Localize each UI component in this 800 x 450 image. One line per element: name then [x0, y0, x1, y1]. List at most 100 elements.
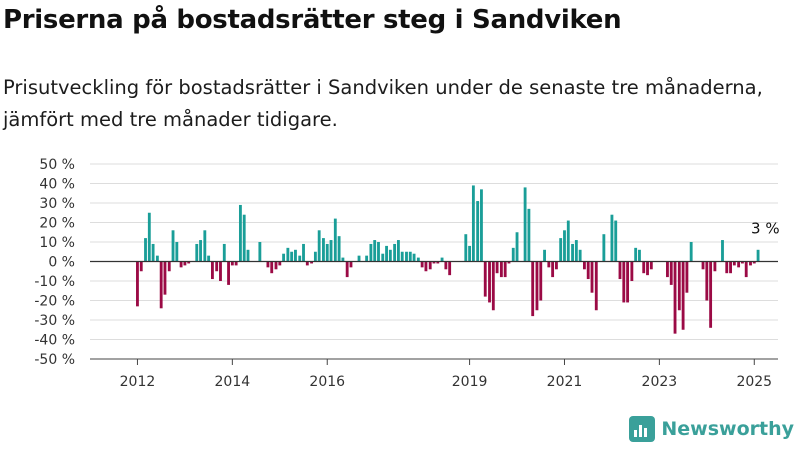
bar: [139, 261, 143, 272]
bar: [468, 245, 472, 262]
bar: [440, 257, 444, 262]
bar: [531, 261, 535, 317]
chart-subtitle: Prisutveckling för bostadsrätter i Sandv…: [3, 76, 763, 131]
bar: [341, 257, 345, 262]
bar: [369, 243, 373, 262]
bar: [270, 261, 274, 274]
bar: [669, 261, 673, 285]
bar: [681, 261, 685, 330]
bar: [400, 251, 404, 262]
bar: [559, 238, 563, 262]
bar: [373, 240, 377, 262]
bar: [571, 243, 574, 262]
bar: [535, 261, 539, 311]
bar: [436, 261, 440, 264]
bar: [147, 212, 151, 262]
bar: [349, 261, 353, 268]
bar: [752, 261, 756, 264]
bar: [732, 261, 736, 266]
y-tick-label: 10 %: [39, 235, 75, 251]
bar: [630, 261, 634, 281]
bar: [523, 187, 527, 262]
bar: [282, 253, 286, 262]
bar: [701, 261, 705, 270]
bar: [744, 261, 748, 278]
bar: [171, 230, 175, 262]
x-tick-label: 2012: [120, 374, 156, 390]
x-tick-label: 2014: [215, 374, 251, 390]
bar: [471, 185, 475, 262]
bar: [725, 261, 729, 274]
y-tick-label: 0 %: [48, 255, 75, 271]
x-tick-label: 2021: [547, 374, 583, 390]
bar: [480, 189, 483, 262]
y-tick-label: -20 %: [34, 294, 75, 310]
bar: [448, 261, 452, 276]
y-tick-label: -40 %: [34, 333, 75, 349]
x-tick-label: 2023: [642, 374, 678, 390]
bar: [756, 249, 760, 262]
y-tick-label: 40 %: [39, 177, 75, 193]
bar: [420, 261, 424, 268]
bar: [381, 253, 385, 262]
labels: 50 % 40 % 30 % 20 % 10 % 0 % -10 % -20 % -30 % -4…: [34, 157, 779, 390]
bar: [483, 261, 487, 297]
bar: [337, 236, 341, 262]
bar: [503, 261, 507, 278]
y-tick-label: -30 %: [34, 313, 75, 329]
bar: [294, 249, 297, 262]
bar: [274, 261, 278, 270]
bar: [222, 243, 226, 262]
bar: [432, 261, 436, 264]
bar: [167, 261, 171, 272]
bar: [424, 261, 428, 272]
bar: [582, 261, 586, 270]
bar: [357, 255, 361, 262]
bar: [515, 232, 519, 262]
bar: [199, 240, 202, 262]
bar: [329, 240, 333, 262]
brand-logo: Newsworthy: [629, 416, 794, 442]
bar: [377, 242, 380, 262]
bar: [385, 245, 388, 262]
x-tick-label: 2016: [309, 374, 345, 390]
bar: [175, 242, 179, 262]
bar: [412, 253, 416, 262]
bar: [238, 204, 242, 262]
bar: [144, 238, 147, 262]
bar: [396, 240, 400, 262]
bar: [709, 261, 713, 328]
bar: [677, 261, 681, 311]
bar: [151, 243, 155, 262]
bar: [322, 238, 325, 262]
bar: [602, 234, 606, 262]
bar: [495, 261, 499, 274]
bar: [203, 230, 207, 262]
bar: [278, 261, 282, 266]
bar: [290, 251, 294, 262]
bar: [219, 261, 222, 281]
bar: [155, 255, 159, 262]
bar: [210, 261, 214, 280]
bar: [159, 261, 163, 309]
bar: [594, 261, 598, 311]
bar: [740, 261, 744, 264]
y-tick-label: 50 %: [39, 157, 75, 173]
bar: [563, 230, 566, 262]
bar: [227, 261, 230, 285]
bar: [305, 261, 309, 266]
bar: [578, 249, 582, 262]
bar: [666, 261, 669, 278]
bar: [721, 240, 724, 262]
bar: [333, 218, 337, 262]
bar: [729, 261, 732, 274]
bar: [626, 261, 630, 303]
bar: [649, 261, 653, 270]
bar: [365, 255, 369, 262]
bar: [638, 249, 641, 262]
bar: [566, 220, 570, 262]
bar: [547, 261, 551, 268]
bar: [298, 255, 302, 262]
y-tick-label: -50 %: [34, 352, 75, 368]
